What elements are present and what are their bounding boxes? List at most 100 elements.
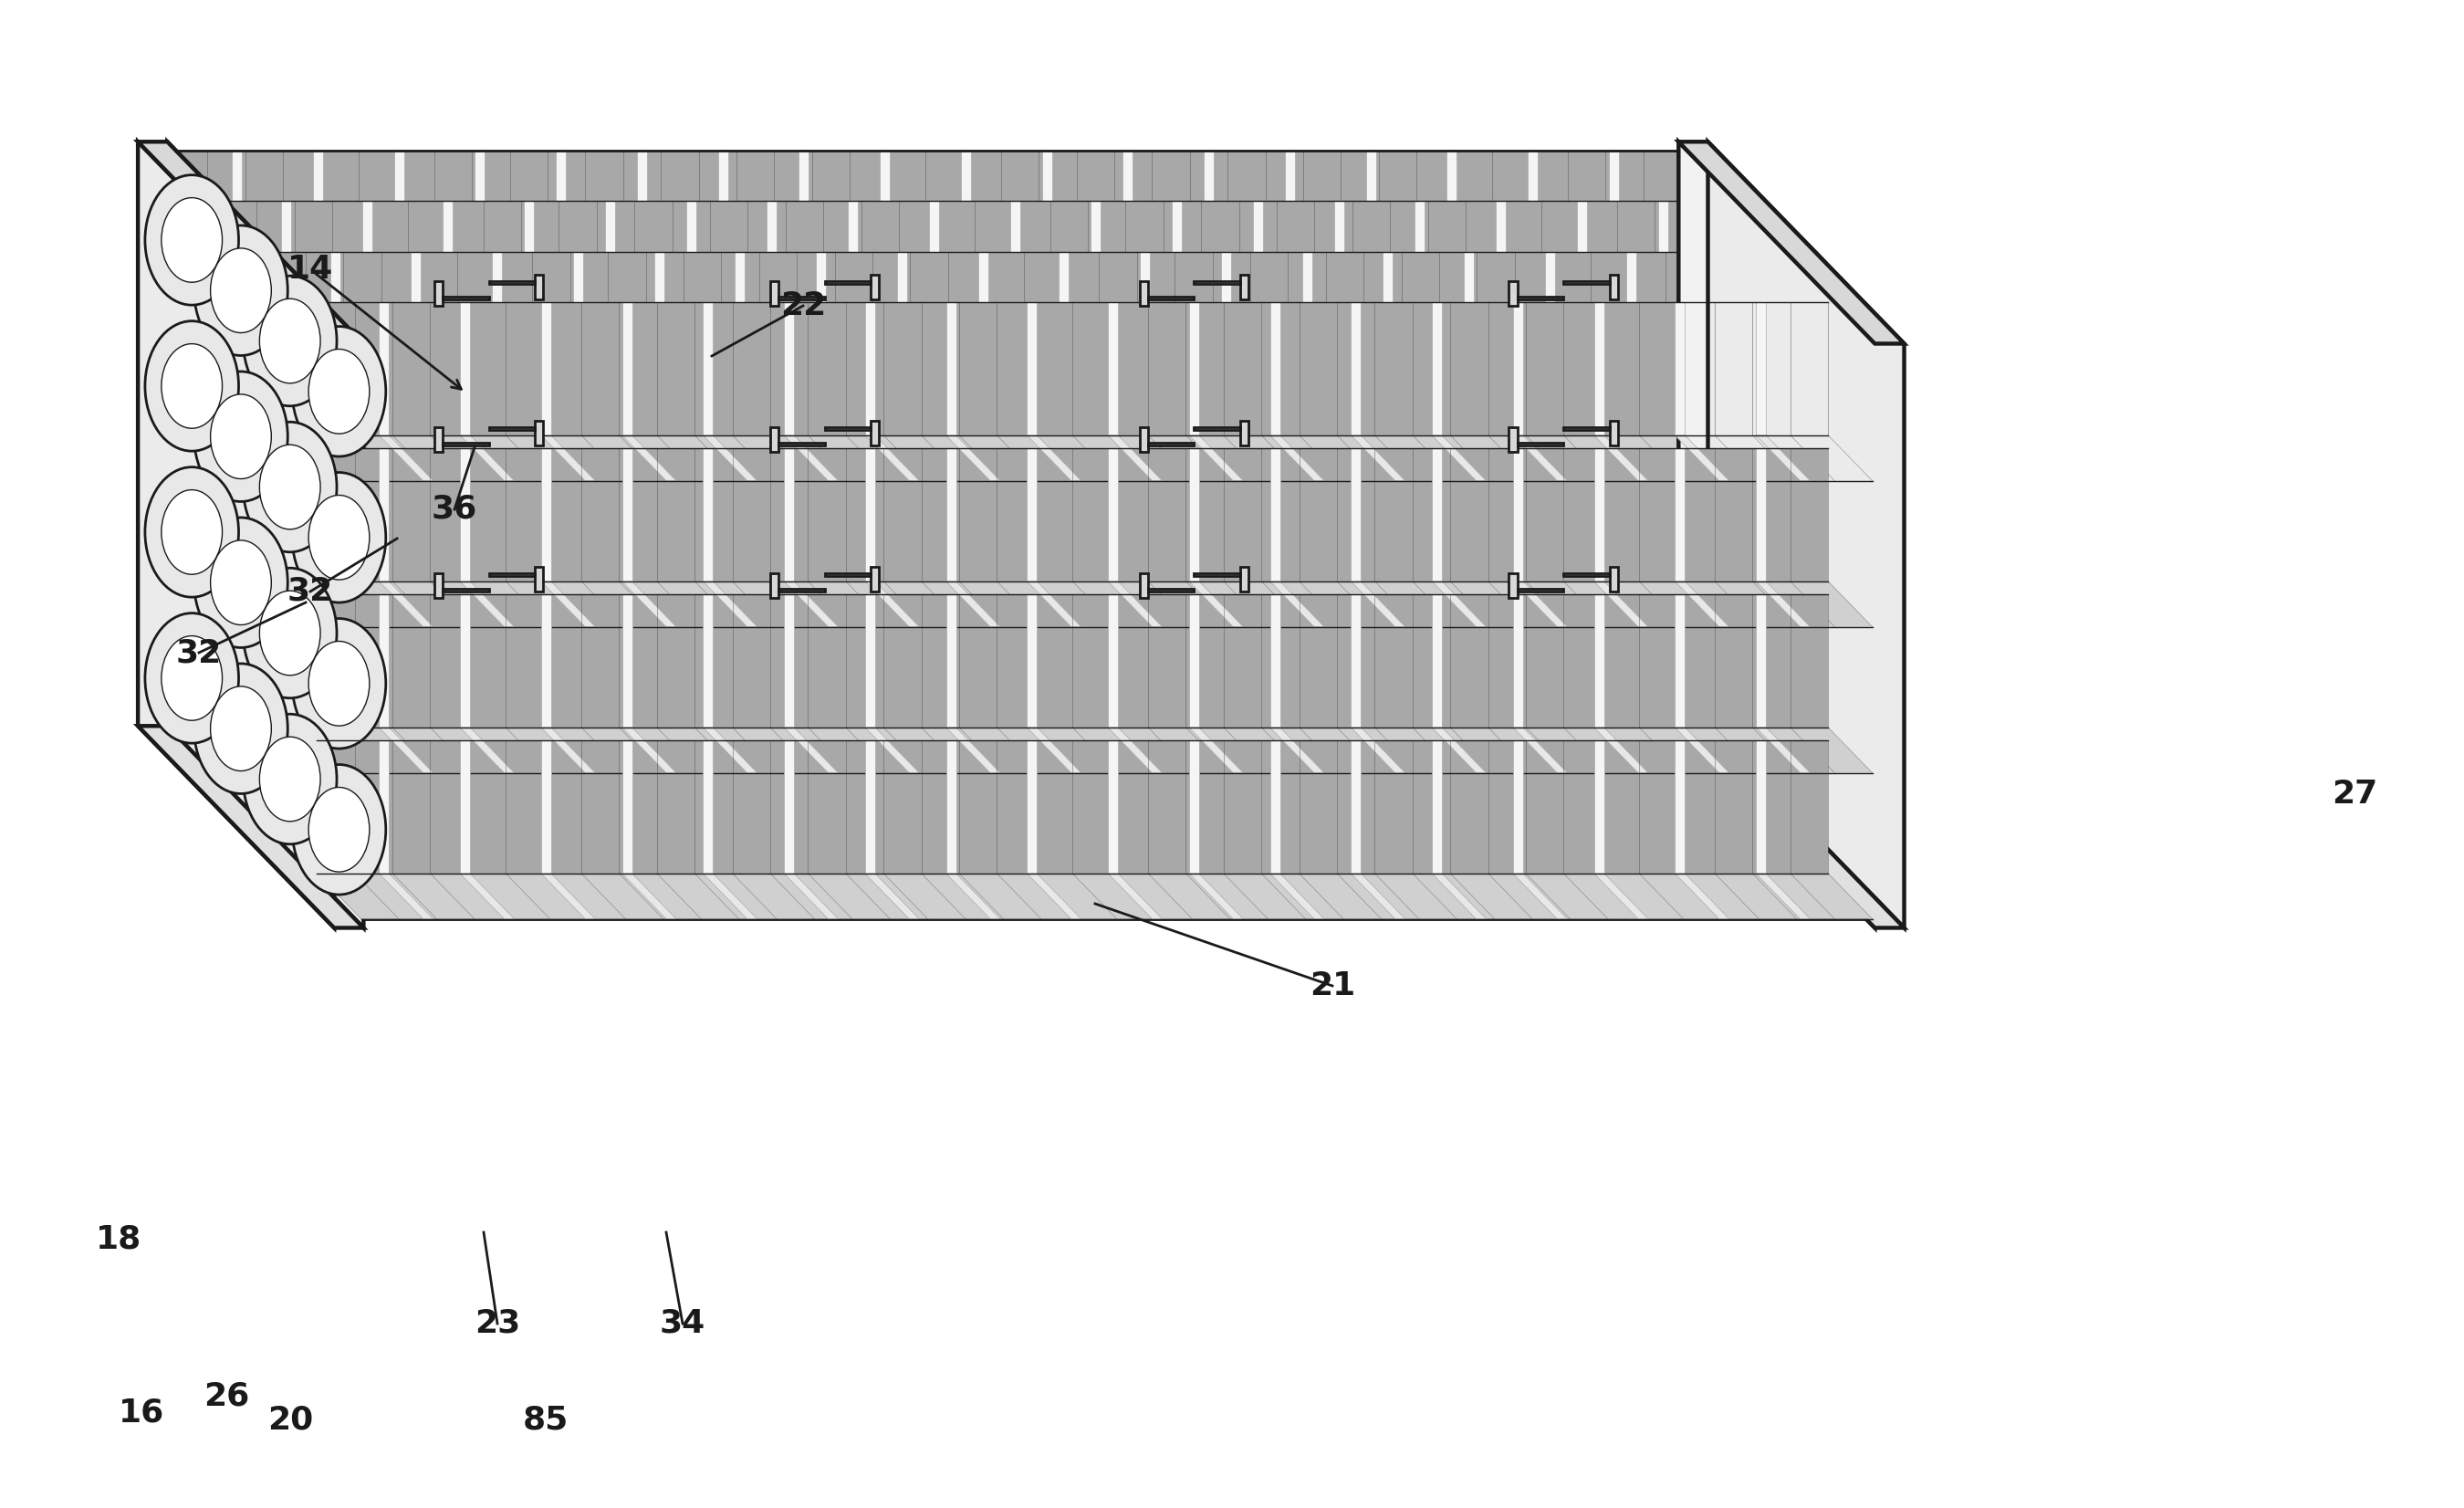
Polygon shape	[702, 448, 712, 582]
Polygon shape	[1350, 582, 1404, 627]
Polygon shape	[1528, 443, 1538, 576]
Polygon shape	[880, 443, 890, 576]
Polygon shape	[685, 347, 695, 481]
Polygon shape	[1626, 385, 1680, 430]
Polygon shape	[379, 594, 389, 727]
Polygon shape	[379, 740, 389, 873]
Polygon shape	[1190, 302, 1200, 436]
Polygon shape	[1708, 677, 1762, 722]
Polygon shape	[170, 430, 1725, 475]
Polygon shape	[1027, 873, 1082, 918]
Polygon shape	[1301, 689, 1311, 823]
Polygon shape	[685, 201, 695, 335]
Ellipse shape	[308, 641, 370, 725]
Polygon shape	[1350, 740, 1360, 873]
Polygon shape	[1365, 588, 1375, 722]
Polygon shape	[1333, 335, 1387, 380]
Polygon shape	[880, 588, 890, 722]
Polygon shape	[897, 823, 951, 869]
Polygon shape	[1190, 594, 1200, 727]
Polygon shape	[1676, 302, 1685, 436]
Polygon shape	[1676, 873, 1730, 918]
Polygon shape	[636, 297, 648, 430]
Polygon shape	[1528, 151, 1538, 284]
Polygon shape	[269, 385, 1823, 430]
Polygon shape	[1545, 531, 1599, 576]
Polygon shape	[318, 582, 1873, 627]
Polygon shape	[771, 573, 825, 599]
Polygon shape	[1757, 594, 1767, 727]
Polygon shape	[313, 284, 367, 329]
Polygon shape	[411, 544, 421, 677]
Polygon shape	[313, 430, 367, 475]
Polygon shape	[1508, 427, 1565, 452]
Polygon shape	[362, 201, 372, 335]
Polygon shape	[1124, 443, 1133, 576]
Polygon shape	[1658, 493, 1668, 626]
Polygon shape	[1109, 582, 1163, 627]
Polygon shape	[1010, 347, 1020, 481]
Polygon shape	[1042, 722, 1096, 768]
Polygon shape	[1594, 740, 1604, 873]
Polygon shape	[929, 347, 939, 481]
Polygon shape	[281, 335, 335, 380]
Polygon shape	[1109, 740, 1119, 873]
Polygon shape	[784, 740, 793, 873]
Polygon shape	[1301, 252, 1311, 385]
Polygon shape	[1109, 436, 1163, 481]
Polygon shape	[865, 448, 875, 582]
Polygon shape	[1333, 639, 1343, 772]
Polygon shape	[636, 576, 690, 621]
Polygon shape	[444, 639, 453, 772]
Polygon shape	[379, 302, 389, 436]
Polygon shape	[1577, 201, 1587, 335]
Polygon shape	[1382, 252, 1392, 385]
Polygon shape	[1027, 448, 1037, 582]
Polygon shape	[1609, 284, 1663, 329]
Polygon shape	[798, 576, 853, 621]
Polygon shape	[476, 297, 485, 430]
Polygon shape	[1284, 430, 1338, 475]
Polygon shape	[1414, 201, 1424, 335]
Polygon shape	[1333, 493, 1343, 626]
Polygon shape	[1365, 430, 1419, 475]
Polygon shape	[636, 443, 648, 576]
Polygon shape	[1060, 531, 1114, 576]
Polygon shape	[978, 531, 1032, 576]
Polygon shape	[1141, 544, 1151, 677]
Polygon shape	[542, 582, 596, 627]
Polygon shape	[825, 421, 880, 445]
Ellipse shape	[244, 422, 338, 552]
Polygon shape	[825, 567, 880, 591]
Polygon shape	[848, 201, 857, 335]
Polygon shape	[557, 151, 567, 284]
Polygon shape	[1173, 481, 1227, 526]
Polygon shape	[362, 481, 416, 526]
Polygon shape	[1141, 531, 1195, 576]
Polygon shape	[379, 582, 434, 627]
Polygon shape	[717, 430, 771, 475]
Polygon shape	[1252, 493, 1264, 626]
Polygon shape	[1513, 873, 1567, 918]
Polygon shape	[929, 626, 983, 673]
Polygon shape	[1432, 727, 1486, 774]
Text: 36: 36	[431, 493, 478, 525]
Polygon shape	[816, 398, 825, 531]
Polygon shape	[330, 823, 384, 869]
Polygon shape	[170, 284, 1725, 329]
Polygon shape	[1676, 594, 1685, 727]
Polygon shape	[1626, 252, 1636, 385]
Polygon shape	[1464, 252, 1473, 385]
Polygon shape	[1205, 297, 1215, 430]
Polygon shape	[411, 252, 421, 385]
Ellipse shape	[145, 614, 239, 743]
Polygon shape	[330, 398, 340, 531]
Polygon shape	[1508, 280, 1565, 306]
Polygon shape	[1195, 567, 1249, 591]
Polygon shape	[1496, 201, 1506, 335]
Polygon shape	[476, 284, 530, 329]
Polygon shape	[1626, 398, 1636, 531]
Polygon shape	[1609, 297, 1619, 430]
Polygon shape	[1708, 823, 1762, 869]
Polygon shape	[653, 252, 665, 385]
